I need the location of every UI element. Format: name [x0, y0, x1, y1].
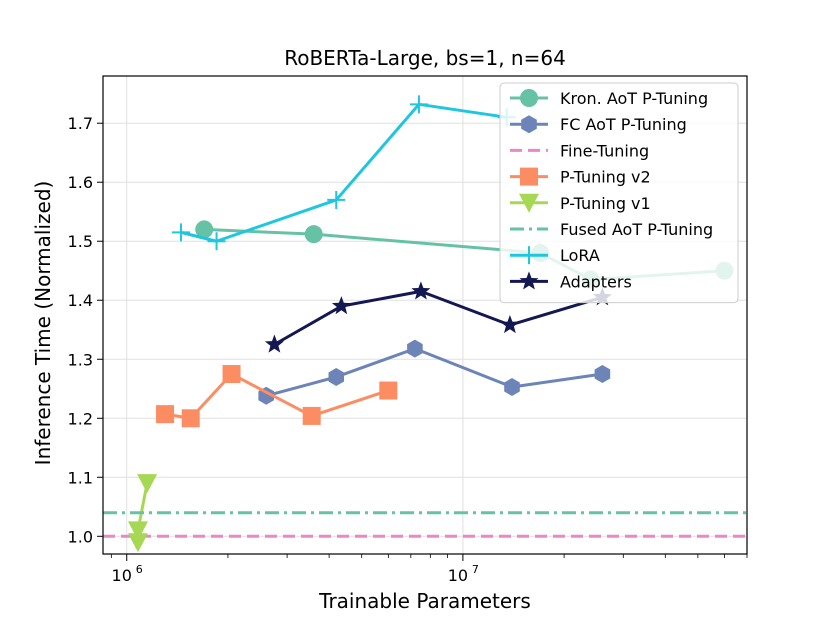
- data-point: [328, 368, 344, 386]
- data-point: [379, 381, 398, 400]
- series-line: [180, 102, 507, 243]
- y-tick-label: 1.6: [68, 173, 93, 192]
- y-tick-label: 1.1: [68, 468, 93, 487]
- data-point: [171, 223, 190, 242]
- data-point: [504, 378, 520, 396]
- x-axis-label: Trainable Parameters: [318, 589, 531, 613]
- x-tick-label: 10: [112, 566, 132, 585]
- series-1: [258, 339, 611, 405]
- legend-label: LoRA: [560, 246, 600, 265]
- series-6: [171, 95, 516, 251]
- data-point: [331, 296, 351, 315]
- data-point: [195, 220, 214, 239]
- legend-entry: Fine-Tuning: [510, 141, 649, 160]
- legend-box: [499, 82, 739, 304]
- legend-label: P-Tuning v2: [560, 168, 651, 187]
- data-point: [302, 406, 321, 425]
- legend-entry: FC AoT P-Tuning: [510, 115, 687, 134]
- legend-label: FC AoT P-Tuning: [560, 115, 687, 134]
- x-tick-label-exponent: 7: [472, 563, 479, 576]
- data-point: [207, 232, 226, 251]
- x-tick-label: 10: [448, 566, 468, 585]
- chart-title: RoBERTa-Large, bs=1, n=64: [284, 46, 566, 70]
- data-point: [304, 225, 323, 244]
- legend-entry: Adapters: [510, 271, 632, 291]
- series-4: [127, 474, 158, 553]
- y-tick-label: 1.7: [68, 114, 93, 133]
- x-tick-label-exponent: 6: [136, 563, 143, 576]
- legend-label: P-Tuning v1: [560, 194, 651, 213]
- data-point: [327, 190, 346, 209]
- data-point: [181, 409, 200, 428]
- y-tick-label: 1.4: [68, 291, 93, 310]
- legend-marker: [519, 271, 539, 290]
- series-line: [265, 347, 603, 398]
- legend-entry: Fused AoT P-Tuning: [510, 220, 713, 239]
- y-tick-label: 1.0: [68, 527, 93, 546]
- series-3: [156, 365, 398, 428]
- legend-marker: [519, 193, 539, 213]
- legend-marker: [520, 167, 538, 186]
- y-tick-label: 1.5: [68, 232, 93, 251]
- legend-marker: [520, 246, 538, 265]
- legend: Kron. AoT P-Tuning FC AoT P-Tuning Fine-Tu…: [499, 82, 739, 304]
- plot-frame: [102, 75, 748, 555]
- legend-entry: LoRA: [510, 246, 600, 265]
- data-point: [127, 533, 148, 553]
- data-point: [409, 95, 428, 114]
- data-point: [222, 365, 241, 384]
- data-point: [407, 339, 423, 358]
- series-layer: [103, 95, 747, 553]
- y-tick-label: 1.2: [68, 409, 93, 428]
- legend-label: Fine-Tuning: [560, 141, 649, 160]
- data-point: [500, 315, 520, 334]
- data-point: [264, 334, 284, 353]
- legend-label: Kron. AoT P-Tuning: [560, 89, 708, 108]
- data-point: [127, 521, 148, 541]
- legend-marker: [520, 89, 538, 107]
- legend-label: Fused AoT P-Tuning: [560, 220, 713, 239]
- legend-marker: [521, 115, 537, 134]
- y-tick-label: 1.3: [68, 350, 93, 369]
- data-point: [594, 365, 611, 383]
- legend-entry: P-Tuning v1: [510, 193, 651, 213]
- y-axis-label: Inference Time (Normalized): [31, 181, 55, 466]
- legend-entry: Kron. AoT P-Tuning: [510, 89, 708, 108]
- ticks: 1.0 1.1 1.2 1.3 1.4 1.5 1.6 1.7 10 6 10 7: [68, 114, 748, 585]
- data-point: [137, 474, 158, 494]
- data-point: [156, 405, 175, 424]
- legend-label: Adapters: [560, 272, 632, 291]
- data-point: [411, 281, 431, 300]
- legend-entry: P-Tuning v2: [510, 167, 651, 187]
